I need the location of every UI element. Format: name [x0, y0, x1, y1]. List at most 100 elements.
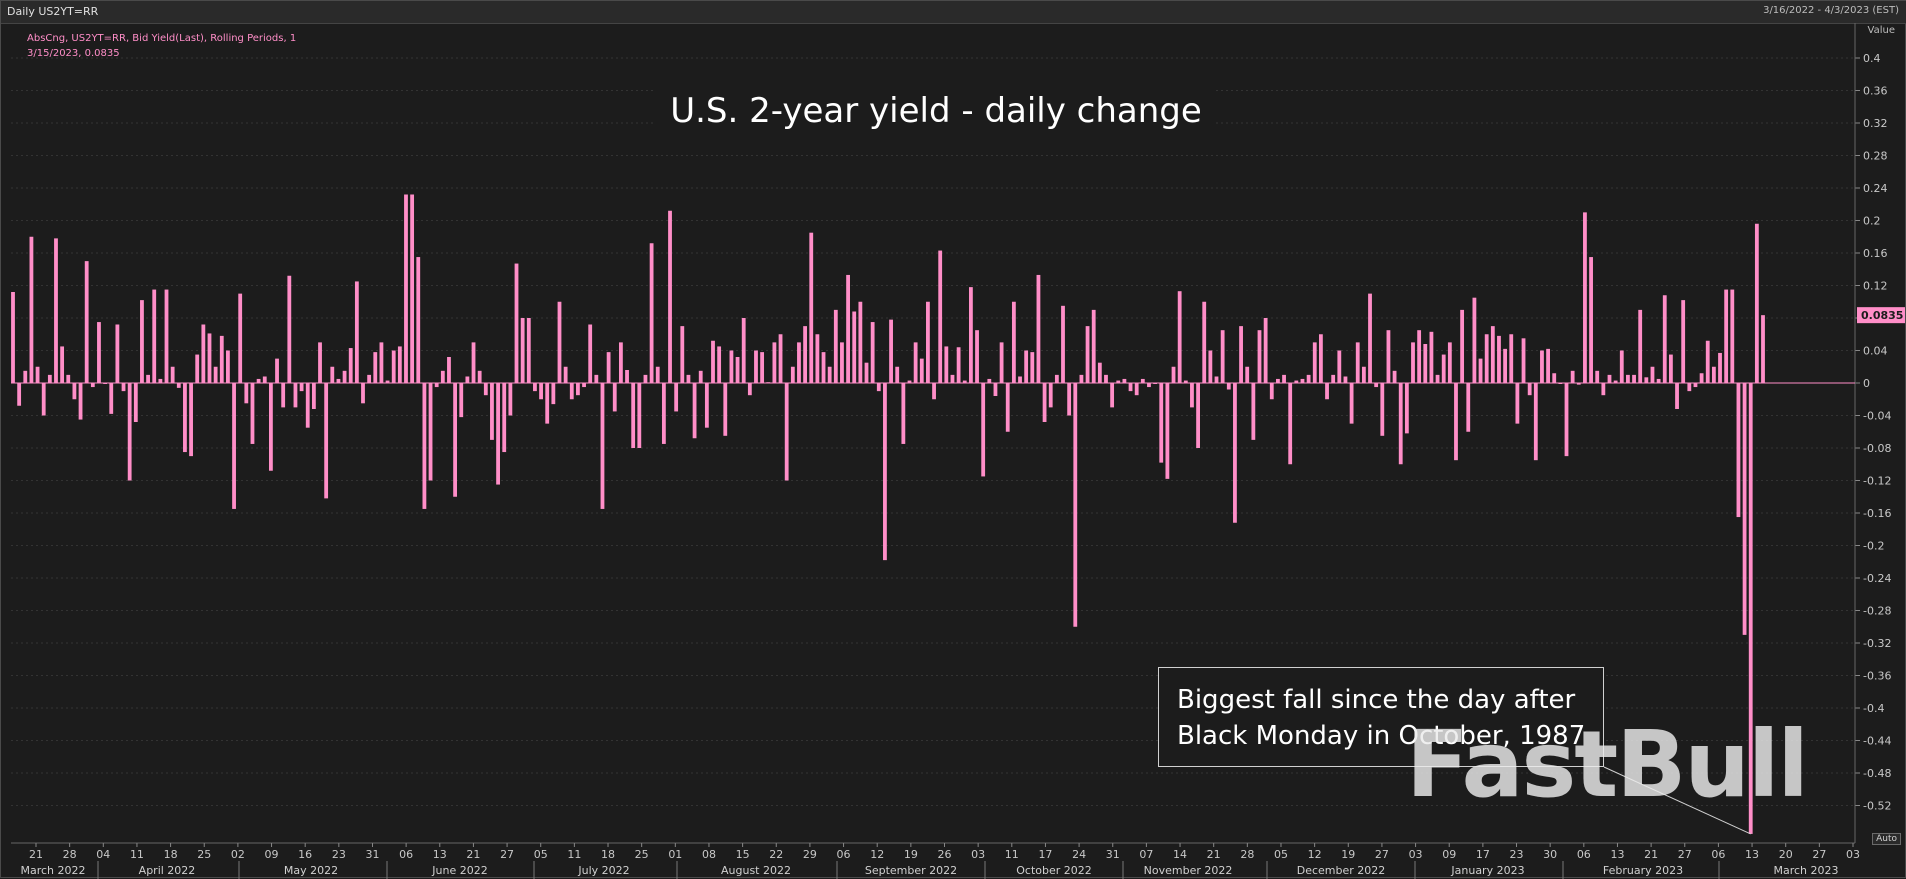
bar [1748, 383, 1753, 834]
annotation-line-2: Black Monday in October, 1987 [1177, 721, 1586, 751]
bar [1564, 383, 1569, 457]
bar [1343, 376, 1348, 383]
bar [275, 358, 279, 383]
bar [1153, 383, 1158, 384]
bar [447, 357, 451, 383]
y-tick-label: -0.08 [1863, 442, 1891, 455]
bar [471, 342, 476, 383]
bar [1460, 309, 1465, 383]
x-tick-label: 31 [365, 848, 379, 861]
bar [1718, 352, 1722, 383]
bar [1484, 334, 1489, 383]
bar [797, 342, 801, 383]
bar [766, 382, 771, 384]
x-tick-label: 02 [231, 848, 245, 861]
bar [47, 374, 52, 383]
x-tick-label: 21 [466, 848, 480, 861]
bar [170, 366, 175, 383]
x-tick-label: 06 [837, 848, 851, 861]
bar [11, 292, 15, 383]
bar [674, 383, 679, 412]
bar [1411, 342, 1415, 383]
bar [176, 383, 181, 388]
x-tick-label: 27 [1375, 848, 1389, 861]
bar [526, 318, 531, 383]
last-value-marker [1857, 307, 1905, 324]
bar [17, 383, 22, 406]
bar [1558, 383, 1563, 384]
bar [90, 383, 95, 388]
bar [416, 257, 421, 383]
bar [698, 370, 703, 383]
x-tick-label: 11 [567, 848, 581, 861]
bar [1632, 374, 1636, 383]
y-tick-label: 0 [1863, 377, 1870, 390]
bar [987, 378, 992, 383]
x-tick-label: 17 [1038, 848, 1052, 861]
bar [649, 243, 654, 383]
bar [889, 319, 893, 383]
bar [311, 383, 316, 409]
x-tick-label: 13 [1610, 848, 1624, 861]
bar [1288, 383, 1293, 465]
x-tick-label: 04 [96, 848, 110, 861]
bar [876, 383, 881, 392]
bar [1546, 348, 1550, 383]
bar [1104, 374, 1108, 383]
bar [1263, 318, 1268, 383]
bar [1490, 326, 1495, 383]
x-tick-label: 23 [332, 848, 346, 861]
bar [1159, 383, 1164, 463]
bar [1067, 383, 1072, 416]
bar [1656, 378, 1661, 383]
bar [1177, 291, 1182, 383]
bar [213, 366, 218, 383]
bar [477, 370, 482, 383]
bar [938, 250, 943, 383]
bar [840, 342, 844, 383]
bar [717, 346, 722, 383]
bar [1601, 383, 1606, 396]
bar [870, 322, 875, 383]
bar [1638, 309, 1643, 383]
x-tick-label: 13 [1745, 848, 1759, 861]
bar [1171, 366, 1176, 383]
y-tick-label: 0.24 [1863, 182, 1888, 195]
x-tick-label: 11 [1005, 848, 1019, 861]
x-tick-label: 07 [1139, 848, 1153, 861]
bar [1183, 380, 1188, 383]
bar [741, 318, 746, 383]
bar [1754, 223, 1759, 383]
x-tick-label: 01 [668, 848, 682, 861]
bar [66, 374, 71, 383]
bar [1374, 383, 1379, 388]
bar [133, 383, 138, 422]
bar [1325, 383, 1329, 400]
bar [1226, 383, 1231, 390]
x-tick-label: 18 [164, 848, 178, 861]
bar [582, 383, 586, 388]
bar [459, 383, 464, 418]
bar [1190, 383, 1194, 408]
x-tick-label: 22 [769, 848, 783, 861]
x-month-label: October 2022 [1016, 864, 1092, 877]
x-tick-label: 11 [130, 848, 144, 861]
bar [232, 383, 236, 509]
bar [1730, 289, 1735, 383]
bar [944, 346, 949, 383]
bar [711, 340, 715, 383]
bar [453, 383, 458, 497]
bar [1073, 383, 1078, 627]
bar [1423, 344, 1428, 383]
bar [754, 350, 758, 383]
bar [146, 374, 150, 383]
bar [821, 352, 826, 383]
bar [1005, 383, 1010, 432]
y-tick-label: 0.36 [1863, 85, 1888, 98]
x-tick-label: 17 [1476, 848, 1490, 861]
x-tick-label: 08 [702, 848, 716, 861]
bar [692, 383, 697, 439]
x-tick-label: 03 [1846, 848, 1860, 861]
auto-scale-button[interactable]: Auto [1872, 833, 1901, 845]
